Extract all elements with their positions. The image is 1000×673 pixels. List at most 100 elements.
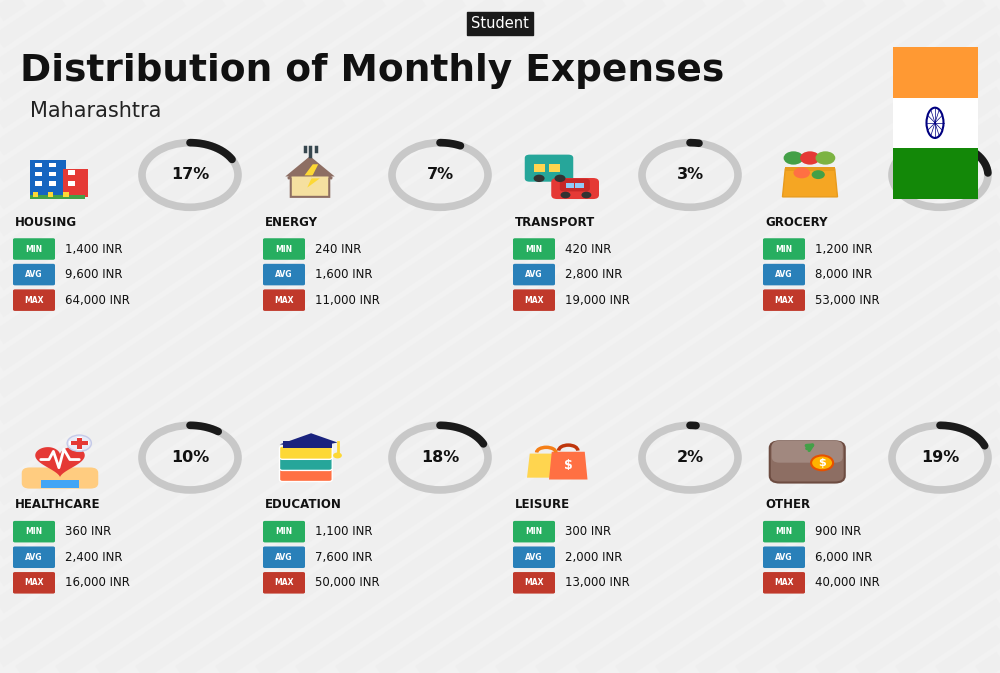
Text: 19%: 19%	[921, 450, 959, 465]
FancyBboxPatch shape	[32, 192, 38, 197]
Text: 13,000 INR: 13,000 INR	[565, 576, 630, 590]
Text: 360 INR: 360 INR	[65, 525, 111, 538]
Text: LEISURE: LEISURE	[515, 498, 570, 511]
Text: $: $	[818, 458, 826, 468]
FancyBboxPatch shape	[785, 166, 835, 171]
FancyBboxPatch shape	[893, 98, 978, 148]
Circle shape	[812, 170, 825, 179]
FancyBboxPatch shape	[513, 289, 555, 311]
FancyBboxPatch shape	[551, 178, 599, 199]
Text: Maharashtra: Maharashtra	[30, 101, 161, 121]
Text: AVG: AVG	[25, 553, 43, 562]
FancyBboxPatch shape	[63, 169, 88, 197]
FancyBboxPatch shape	[772, 441, 843, 463]
Polygon shape	[35, 447, 85, 477]
FancyBboxPatch shape	[279, 446, 332, 459]
FancyBboxPatch shape	[513, 572, 555, 594]
FancyBboxPatch shape	[13, 238, 55, 260]
Text: TRANSPORT: TRANSPORT	[515, 215, 595, 229]
FancyBboxPatch shape	[49, 181, 56, 186]
Text: 300 INR: 300 INR	[565, 525, 611, 538]
Text: MIN: MIN	[25, 244, 43, 254]
Text: $: $	[564, 459, 573, 472]
Text: Student: Student	[471, 16, 529, 31]
Text: AVG: AVG	[525, 270, 543, 279]
Polygon shape	[527, 454, 566, 478]
FancyBboxPatch shape	[68, 181, 75, 186]
FancyBboxPatch shape	[76, 437, 82, 449]
Text: HOUSING: HOUSING	[15, 215, 77, 229]
FancyBboxPatch shape	[63, 192, 69, 197]
Text: GROCERY: GROCERY	[765, 215, 828, 229]
Polygon shape	[304, 164, 320, 188]
Text: OTHER: OTHER	[765, 498, 810, 511]
Text: 6,000 INR: 6,000 INR	[815, 551, 872, 564]
FancyBboxPatch shape	[263, 572, 305, 594]
Text: MIN: MIN	[525, 527, 543, 536]
Text: MIN: MIN	[25, 527, 43, 536]
Text: 7%: 7%	[426, 168, 454, 182]
FancyBboxPatch shape	[13, 521, 55, 542]
FancyBboxPatch shape	[763, 521, 805, 542]
Text: MIN: MIN	[775, 527, 793, 536]
Circle shape	[554, 175, 566, 182]
FancyBboxPatch shape	[279, 468, 332, 482]
Text: MAX: MAX	[774, 578, 794, 588]
Text: 900 INR: 900 INR	[815, 525, 861, 538]
Text: MIN: MIN	[525, 244, 543, 254]
Text: MAX: MAX	[24, 578, 44, 588]
FancyBboxPatch shape	[763, 238, 805, 260]
FancyBboxPatch shape	[283, 441, 332, 448]
Circle shape	[67, 435, 91, 452]
FancyBboxPatch shape	[763, 264, 805, 285]
Text: EDUCATION: EDUCATION	[265, 498, 342, 511]
Circle shape	[534, 175, 545, 182]
Text: 1,100 INR: 1,100 INR	[315, 525, 372, 538]
Polygon shape	[285, 156, 335, 176]
Polygon shape	[549, 452, 588, 479]
Text: 11,000 INR: 11,000 INR	[315, 293, 380, 307]
Polygon shape	[288, 158, 332, 197]
FancyBboxPatch shape	[525, 155, 573, 182]
Circle shape	[816, 151, 835, 165]
FancyBboxPatch shape	[69, 441, 89, 445]
Text: HEALTHCARE: HEALTHCARE	[15, 498, 100, 511]
FancyBboxPatch shape	[770, 441, 845, 483]
FancyBboxPatch shape	[893, 148, 978, 199]
FancyBboxPatch shape	[76, 437, 82, 450]
Text: 9,600 INR: 9,600 INR	[65, 268, 122, 281]
Text: AVG: AVG	[775, 270, 793, 279]
FancyBboxPatch shape	[71, 441, 88, 445]
FancyBboxPatch shape	[35, 181, 42, 186]
Text: 24%: 24%	[921, 168, 959, 182]
Circle shape	[811, 456, 833, 470]
FancyBboxPatch shape	[534, 164, 545, 172]
FancyBboxPatch shape	[513, 546, 555, 568]
Polygon shape	[783, 169, 838, 197]
Text: 420 INR: 420 INR	[565, 242, 611, 256]
FancyBboxPatch shape	[263, 546, 305, 568]
Text: 3%: 3%	[676, 168, 704, 182]
Text: 1,600 INR: 1,600 INR	[315, 268, 372, 281]
Circle shape	[581, 192, 591, 199]
Text: 1,400 INR: 1,400 INR	[65, 242, 122, 256]
FancyBboxPatch shape	[763, 546, 805, 568]
Text: 16,000 INR: 16,000 INR	[65, 576, 130, 590]
FancyBboxPatch shape	[49, 172, 56, 176]
FancyBboxPatch shape	[263, 238, 305, 260]
FancyBboxPatch shape	[575, 183, 584, 188]
Text: MAX: MAX	[774, 295, 794, 305]
Text: 10%: 10%	[171, 450, 209, 465]
Circle shape	[784, 151, 803, 165]
FancyBboxPatch shape	[35, 172, 42, 176]
FancyBboxPatch shape	[560, 178, 590, 191]
FancyBboxPatch shape	[279, 457, 332, 470]
Text: AVG: AVG	[25, 270, 43, 279]
Text: 53,000 INR: 53,000 INR	[815, 293, 880, 307]
FancyBboxPatch shape	[513, 521, 555, 542]
Circle shape	[794, 168, 810, 178]
Text: 2,000 INR: 2,000 INR	[565, 551, 622, 564]
Text: 19,000 INR: 19,000 INR	[565, 293, 630, 307]
Text: MAX: MAX	[274, 578, 294, 588]
Text: 18%: 18%	[421, 450, 459, 465]
